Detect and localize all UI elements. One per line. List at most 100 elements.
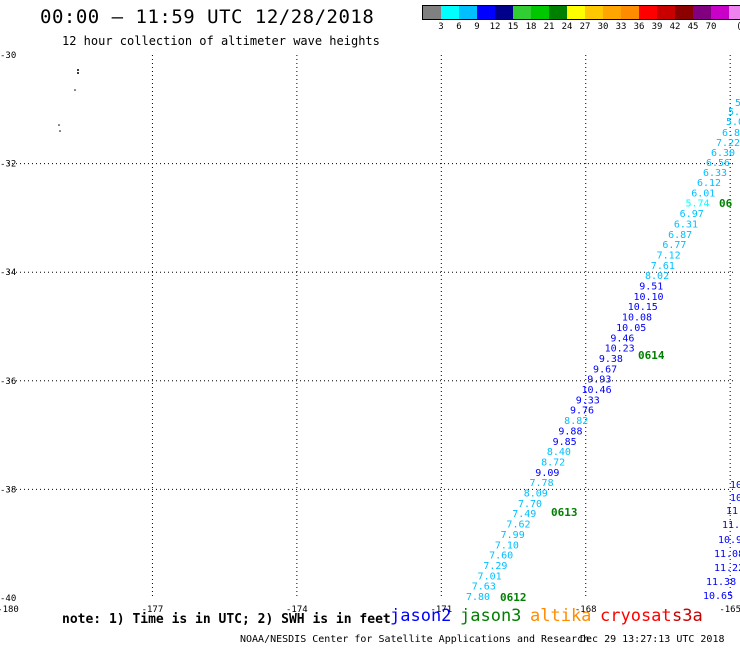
swh-label: 7.61 bbox=[651, 261, 675, 272]
swh-label: 7.22 bbox=[716, 138, 740, 149]
satellite-name: altika bbox=[530, 606, 592, 626]
legend-swatch bbox=[513, 6, 531, 19]
time-label: 06 bbox=[719, 197, 733, 210]
lon-label: -177 bbox=[142, 605, 164, 615]
satellite-name: jason2 bbox=[390, 606, 452, 626]
legend-swatch bbox=[603, 6, 621, 19]
footnote: note: 1) Time is in UTC; 2) SWH is in fe… bbox=[62, 612, 391, 627]
swh-label: 8.02 bbox=[645, 271, 669, 282]
lat-label: -36 bbox=[0, 377, 16, 387]
swh-label: 6.01 bbox=[691, 188, 715, 199]
swh-label: 7.99 bbox=[501, 530, 525, 541]
swh-label: 8.82 bbox=[564, 416, 588, 427]
time-label: 0614 bbox=[638, 349, 665, 362]
axis-labels: -180 -177 -174 -171 -168 -165 -30 -32 -34 -36 -38 -… bbox=[0, 51, 740, 615]
swh-label: 11.08 bbox=[714, 549, 740, 560]
swh-label: 10.10 bbox=[633, 292, 663, 303]
legend-swatches bbox=[422, 5, 740, 20]
swh-label: 9.85 bbox=[553, 437, 577, 448]
legend-swatch bbox=[459, 6, 477, 19]
time-label: 0613 bbox=[551, 506, 578, 519]
satellite-name: cryosat bbox=[600, 606, 672, 626]
legend-swatch bbox=[639, 6, 657, 19]
legend-label: 18 bbox=[525, 22, 537, 32]
map-grid bbox=[8, 55, 735, 598]
swh-label: 11.0 bbox=[722, 520, 740, 531]
island-dot bbox=[58, 124, 60, 126]
island-dot bbox=[74, 89, 76, 91]
swh-label: 7.49 bbox=[512, 509, 536, 520]
credit-line: NOAA/NESDIS Center for Satellite Applica… bbox=[240, 634, 590, 645]
swh-label: 8.40 bbox=[547, 447, 571, 458]
island-dot bbox=[77, 69, 79, 71]
swh-label: 9.46 bbox=[610, 333, 634, 344]
swh-label: 6.97 bbox=[680, 209, 704, 220]
legend-label: 21 bbox=[543, 22, 555, 32]
lat-label: -30 bbox=[0, 51, 16, 61]
swh-label: 7.10 bbox=[495, 540, 519, 551]
swh-label: 7.60 bbox=[489, 551, 513, 562]
swh-label: 5 bbox=[735, 98, 740, 109]
swh-label: 10.05 bbox=[616, 323, 646, 334]
swh-label: 6.89 bbox=[722, 128, 740, 139]
legend-label: 15 bbox=[507, 22, 519, 32]
island-dots bbox=[58, 69, 79, 132]
swh-label: 10 bbox=[730, 480, 740, 491]
legend-swatch bbox=[441, 6, 459, 19]
swh-label: 5. bbox=[728, 107, 740, 118]
legend-label: 24 bbox=[561, 22, 573, 32]
swh-label: 11. bbox=[726, 506, 740, 517]
swh-label: 5.0 bbox=[726, 117, 740, 128]
lon-label: -165 bbox=[719, 605, 740, 615]
swh-label: 7.70 bbox=[518, 499, 542, 510]
swh-label: 6.77 bbox=[662, 240, 686, 251]
lon-label: -180 bbox=[0, 605, 19, 615]
lon-label: -171 bbox=[430, 605, 452, 615]
swh-label: 7.29 bbox=[483, 561, 507, 572]
legend-label: 30 bbox=[597, 22, 609, 32]
swh-label: 10.46 bbox=[582, 385, 612, 396]
lat-label: -32 bbox=[0, 160, 16, 170]
island-dot bbox=[77, 72, 79, 74]
swh-label: 9.76 bbox=[570, 406, 594, 417]
map-subtitle: 12 hour collection of altimeter wave hei… bbox=[62, 34, 380, 48]
time-label: 0612 bbox=[500, 591, 527, 604]
legend-label: (ft) bbox=[736, 22, 740, 32]
swh-label: 6.87 bbox=[668, 230, 692, 241]
swh-label: 9.09 bbox=[535, 468, 559, 479]
lat-label: -34 bbox=[0, 268, 16, 278]
swh-label: 7.62 bbox=[506, 520, 530, 531]
legend-swatch bbox=[729, 6, 740, 19]
swh-label: 9.51 bbox=[639, 282, 663, 293]
swh-label: 9.38 bbox=[599, 354, 623, 365]
swh-label: 7.12 bbox=[657, 250, 681, 261]
legend-swatch bbox=[693, 6, 711, 19]
legend-swatch bbox=[549, 6, 567, 19]
swh-label: 10.23 bbox=[605, 344, 635, 355]
lat-label: -40 bbox=[0, 594, 16, 604]
swh-label: 5.74 bbox=[685, 199, 709, 210]
satellite-name: s3a bbox=[672, 606, 703, 626]
legend-label: 27 bbox=[579, 22, 591, 32]
swh-label: 7.80 bbox=[466, 592, 490, 603]
swh-label: 10.65 bbox=[703, 591, 733, 602]
legend-swatch bbox=[585, 6, 603, 19]
legend-label: 42 bbox=[669, 22, 681, 32]
legend-label: 3 bbox=[438, 22, 444, 32]
swh-label: 10.9 bbox=[718, 535, 740, 546]
lon-label: -168 bbox=[575, 605, 597, 615]
legend-label: 33 bbox=[615, 22, 627, 32]
swh-label: 7.78 bbox=[530, 478, 554, 489]
legend-swatch bbox=[423, 6, 441, 19]
swh-label: 6.56 bbox=[706, 158, 730, 169]
legend-label: 70 bbox=[705, 22, 717, 32]
legend-swatch bbox=[711, 6, 729, 19]
swh-label: 9.67 bbox=[593, 364, 617, 375]
lon-label: -174 bbox=[286, 605, 308, 615]
legend-swatch bbox=[621, 6, 639, 19]
swh-label: 6.31 bbox=[674, 219, 698, 230]
map-title: 00:00 – 11:59 UTC 12/28/2018 bbox=[40, 6, 375, 28]
